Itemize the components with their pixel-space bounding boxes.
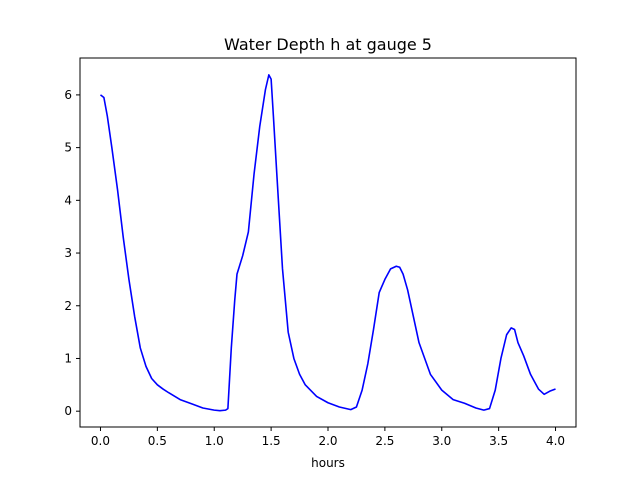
y-tick-label: 2: [64, 299, 72, 313]
y-tick-label: 4: [64, 193, 72, 207]
chart-title: Water Depth h at gauge 5: [224, 35, 432, 54]
x-tick-label: 2.0: [318, 434, 337, 448]
x-tick-label: 1.5: [262, 434, 281, 448]
plot-area: [99, 74, 556, 412]
x-tick-label: 0.5: [148, 434, 167, 448]
y-tick-label: 0: [64, 404, 72, 418]
series-line-0: [99, 74, 556, 412]
y-tick-label: 1: [64, 351, 72, 365]
x-tick-label: 0.0: [91, 434, 110, 448]
x-axis-label: hours: [311, 456, 345, 470]
x-tick-label: 1.0: [205, 434, 224, 448]
y-axis-ticks: 0 1 2 3 4 5 6: [64, 88, 80, 418]
y-tick-label: 5: [64, 141, 72, 155]
x-tick-label: 4.0: [546, 434, 565, 448]
y-tick-label: 6: [64, 88, 72, 102]
x-tick-label: 3.5: [489, 434, 508, 448]
y-tick-label: 3: [64, 246, 72, 260]
x-tick-label: 2.5: [375, 434, 394, 448]
x-axis-ticks: 0.0 0.5 1.0 1.5 2.0 2.5 3.0 3.5 4.0: [91, 427, 565, 448]
x-tick-label: 3.0: [432, 434, 451, 448]
axes-frame: [79, 57, 577, 428]
